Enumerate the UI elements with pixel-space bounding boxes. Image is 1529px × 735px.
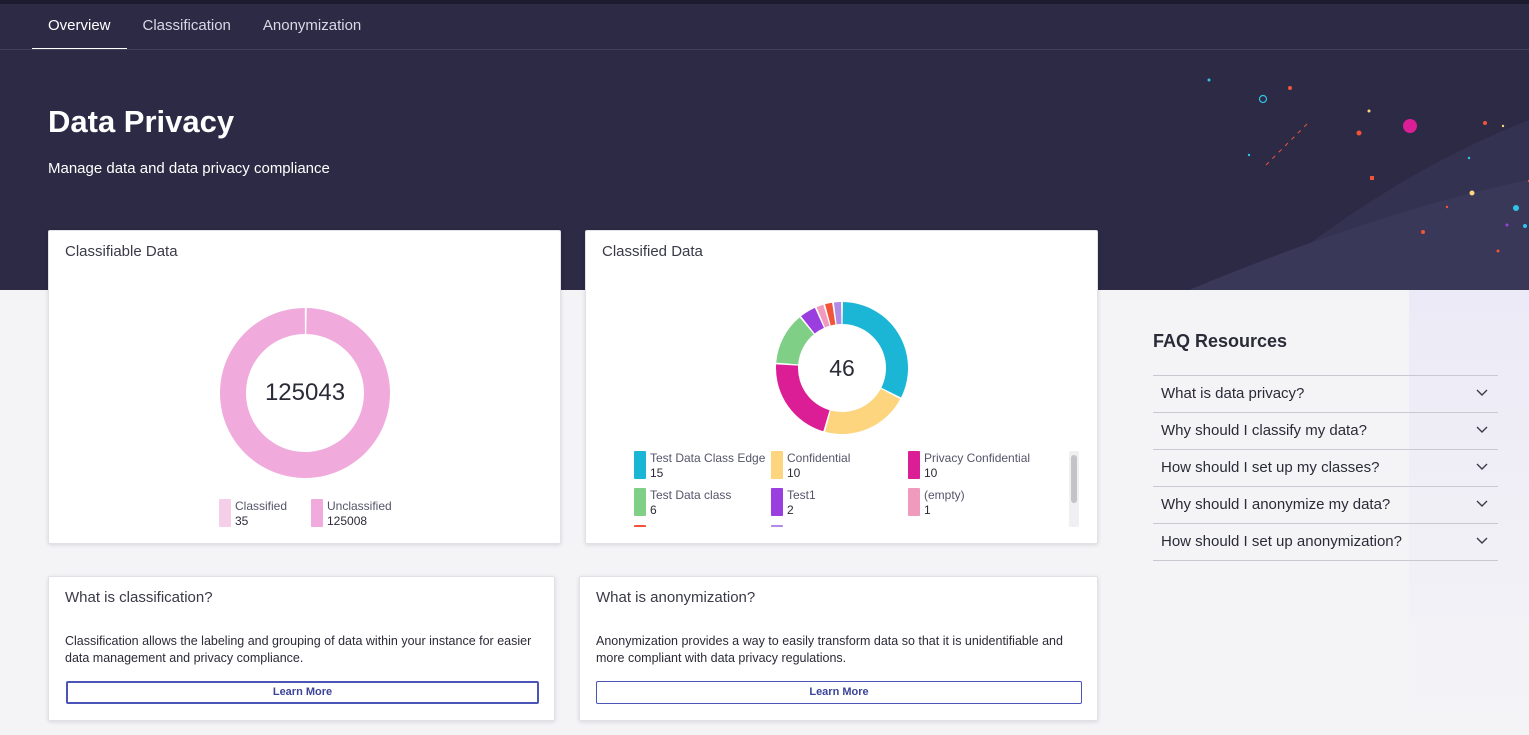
legend-value: 10 [787, 466, 801, 480]
legend-item[interactable]: Test1 2 [771, 488, 901, 518]
legend-value: 125008 [327, 514, 368, 528]
anonymization-info-card: What is anonymization? Anonymization pro… [579, 576, 1098, 721]
legend-item[interactable]: 1 [771, 525, 901, 527]
classifiable-data-card: Classifiable Data 125043 Classified 35 U… [48, 230, 561, 544]
tab-anonymization[interactable]: Anonymization [262, 17, 362, 34]
faq-item[interactable]: What is data privacy? [1153, 376, 1498, 413]
faq-item[interactable]: How should I set up my classes? [1153, 450, 1498, 487]
tab-bar: Overview Classification Anonymization [32, 4, 377, 50]
legend-label: Test1 [787, 488, 816, 502]
faq-question: How should I set up my classes? [1161, 459, 1380, 476]
donut-slice[interactable] [816, 304, 830, 328]
legend-swatch [634, 451, 646, 479]
legend-swatch [908, 451, 920, 479]
legend-value: 6 [650, 503, 657, 517]
page-title: Data Privacy [48, 104, 235, 139]
legend-value: 35 [235, 514, 249, 528]
donut-slice[interactable] [833, 302, 842, 325]
legend-item[interactable]: 1 [634, 525, 764, 527]
faq-question: Why should I classify my data? [1161, 422, 1367, 439]
chevron-down-icon [1476, 389, 1488, 396]
legend-value: 10 [924, 466, 938, 480]
legend-swatch [771, 451, 783, 479]
card-description: Anonymization provides a way to easily t… [596, 634, 1063, 665]
donut-svg [220, 308, 390, 478]
chevron-down-icon [1476, 426, 1488, 433]
legend-item[interactable]: Unclassified 125008 [311, 499, 411, 529]
legend-swatch [771, 525, 783, 527]
legend-item[interactable]: Confidential 10 [771, 451, 901, 481]
tab-overview[interactable]: Overview [32, 4, 127, 50]
legend-label: Test Data class [650, 488, 732, 502]
top-edge [0, 0, 1529, 4]
legend-swatch [634, 488, 646, 516]
legend-swatch [219, 499, 231, 527]
card-title: Classified Data [602, 243, 703, 260]
learn-more-button[interactable]: Learn More [66, 681, 539, 704]
legend-swatch [771, 488, 783, 516]
legend-label: Test Data Class Edge [650, 451, 766, 465]
legend-label: (empty) [924, 488, 965, 502]
card-description: Classification allows the labeling and g… [65, 634, 532, 665]
chevron-down-icon [1476, 500, 1488, 507]
chevron-down-icon [1476, 463, 1488, 470]
faq-question: What is data privacy? [1161, 385, 1305, 402]
tab-classification[interactable]: Classification [142, 17, 231, 34]
donut-slice[interactable] [842, 302, 908, 398]
faq-item[interactable]: Why should I classify my data? [1153, 413, 1498, 450]
legend-item[interactable]: Test Data Class Edge 15 [634, 451, 766, 481]
classified-data-card: Classified Data 46 Test Data Class Edge … [585, 230, 1098, 544]
donut-slice[interactable] [825, 388, 901, 434]
card-title: What is anonymization? [596, 589, 756, 606]
donut-slice[interactable] [801, 307, 824, 334]
faq-question: How should I set up anonymization? [1161, 533, 1402, 550]
legend-label: Privacy Confidential [924, 451, 1031, 465]
legend-value: 2 [787, 503, 794, 517]
page-subtitle: Manage data and data privacy compliance [48, 160, 330, 177]
donut-slice[interactable] [776, 364, 830, 432]
legend-label: Unclassified [327, 499, 392, 513]
faq-title: FAQ Resources [1153, 331, 1288, 351]
legend-value: 15 [650, 466, 664, 480]
faq-accordion: What is data privacy? Why should I class… [1153, 375, 1498, 561]
legend-scrollbar[interactable] [1069, 451, 1079, 527]
donut-slice[interactable] [776, 317, 814, 365]
chevron-down-icon [1476, 537, 1488, 544]
legend-label: Confidential [787, 451, 851, 465]
classifiable-donut-chart: 125043 [219, 307, 391, 479]
learn-more-button[interactable]: Learn More [596, 681, 1082, 704]
classified-donut-chart: 46 [775, 301, 909, 435]
donut-svg [776, 302, 908, 434]
confetti-illustration [1189, 78, 1529, 290]
legend-item[interactable]: Classified 35 [219, 499, 299, 529]
donut-slice[interactable] [220, 308, 390, 478]
tab-divider [0, 49, 1529, 50]
faq-question: Why should I anonymize my data? [1161, 496, 1391, 513]
legend-label: Classified [235, 499, 288, 513]
legend-value: 1 [924, 503, 931, 517]
classification-info-card: What is classification? Classification a… [48, 576, 555, 721]
background-decoration [1409, 290, 1529, 735]
card-title: What is classification? [65, 589, 213, 606]
legend-item[interactable]: (empty) 1 [908, 488, 1038, 518]
legend-item[interactable]: Privacy Confidential 10 [908, 451, 1058, 481]
legend-swatch [908, 488, 920, 516]
legend-scroll-area[interactable]: Test Data Class Edge 15 Confidential 10 … [634, 449, 1082, 527]
donut-total: 125043 [264, 379, 346, 406]
faq-item[interactable]: How should I set up anonymization? [1153, 524, 1498, 561]
faq-item[interactable]: Why should I anonymize my data? [1153, 487, 1498, 524]
donut-total: 46 [829, 354, 855, 381]
scrollbar-thumb[interactable] [1071, 455, 1077, 503]
donut-slice[interactable] [825, 302, 836, 326]
legend-swatch [634, 525, 646, 527]
legend-swatch [311, 499, 323, 527]
card-title: Classifiable Data [65, 243, 178, 260]
legend-item[interactable]: Test Data class 6 [634, 488, 764, 518]
